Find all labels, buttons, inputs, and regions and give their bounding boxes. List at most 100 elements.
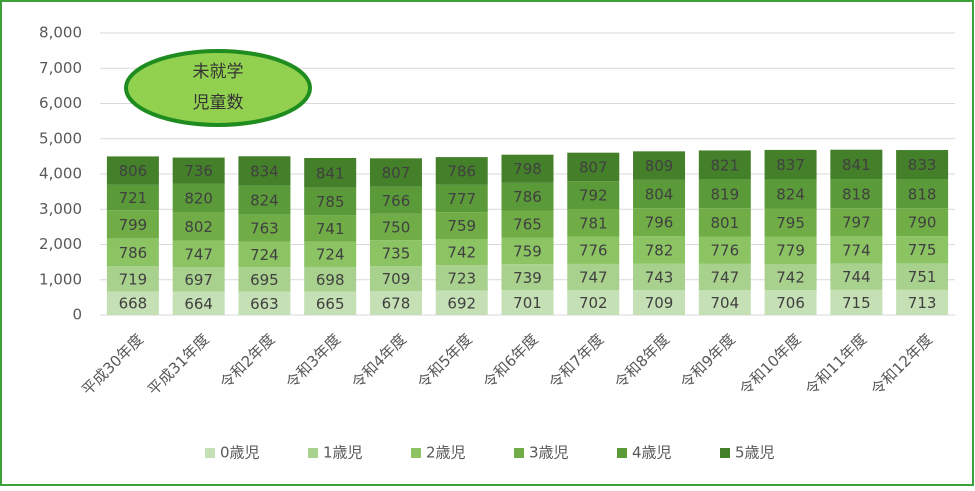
data-label: 663	[250, 295, 279, 313]
data-label: 704	[710, 294, 739, 312]
bar-segment	[304, 215, 357, 242]
data-label: 709	[382, 270, 411, 288]
bar-segment	[106, 266, 159, 292]
data-label: 713	[908, 294, 937, 312]
data-label: 799	[119, 216, 148, 234]
bar-segment	[896, 236, 949, 264]
bar-segment	[698, 179, 751, 209]
bar-segment	[567, 209, 620, 237]
data-label: 801	[710, 214, 739, 232]
y-tick-label: 6,000	[39, 94, 82, 112]
bar-segment	[567, 290, 620, 315]
data-label: 664	[184, 295, 213, 313]
bar-segment	[238, 214, 291, 242]
y-tick-label: 2,000	[39, 235, 82, 253]
data-label: 747	[184, 245, 213, 263]
bar-segment	[304, 291, 357, 315]
data-label: 807	[382, 164, 411, 182]
y-tick-label: 3,000	[39, 200, 82, 218]
data-label: 834	[250, 162, 279, 180]
data-label: 786	[513, 188, 542, 206]
data-label: 782	[645, 242, 674, 260]
bar-segment	[698, 263, 751, 291]
data-label: 841	[842, 156, 871, 174]
data-label: 781	[579, 214, 608, 232]
y-tick-label: 5,000	[39, 129, 82, 147]
bar-segment	[106, 210, 159, 239]
bar-segment	[764, 179, 817, 209]
bar-segment	[369, 240, 422, 267]
data-label: 724	[316, 246, 345, 264]
bar-segment	[567, 263, 620, 291]
bar-segment	[172, 157, 225, 184]
legend-label: 0歳児	[220, 444, 260, 462]
legend-swatch	[514, 448, 524, 458]
data-label: 797	[842, 214, 871, 232]
bar-segment	[106, 238, 159, 267]
bar-segment	[435, 265, 488, 291]
data-label: 706	[776, 294, 805, 312]
data-label: 724	[250, 246, 279, 264]
data-label: 766	[382, 192, 411, 210]
bar-segment	[106, 156, 159, 185]
annotation: 未就学	[193, 62, 244, 82]
data-label: 818	[908, 185, 937, 203]
annotation: 児童数	[193, 93, 244, 113]
bar-segment	[172, 291, 225, 315]
bar-segment	[501, 154, 554, 183]
y-tick-label: 8,000	[39, 24, 82, 42]
y-tick-label: 0	[72, 306, 82, 324]
data-label: 750	[382, 218, 411, 236]
data-label: 668	[119, 295, 148, 313]
bar-segment	[698, 236, 751, 264]
bar-segment	[172, 267, 225, 292]
data-label: 741	[316, 220, 345, 238]
data-label: 821	[710, 156, 739, 174]
data-label: 796	[645, 214, 674, 232]
bar-segment	[896, 179, 949, 209]
legend-swatch	[720, 448, 730, 458]
bar-segment	[567, 181, 620, 210]
bar-segment	[567, 152, 620, 182]
bar-segment	[304, 241, 357, 267]
bar-segment	[238, 291, 291, 315]
data-label: 824	[776, 185, 805, 203]
data-label: 692	[447, 294, 476, 312]
legend-swatch	[617, 448, 627, 458]
data-label: 785	[316, 193, 345, 211]
bar-segment	[633, 179, 686, 209]
legend-swatch	[205, 448, 215, 458]
legend-swatch	[411, 448, 421, 458]
data-label: 697	[184, 271, 213, 289]
data-label: 774	[842, 241, 871, 259]
bar-segment	[567, 236, 620, 264]
bar-segment	[304, 266, 357, 292]
data-label: 790	[908, 214, 937, 232]
bar-segment	[764, 208, 817, 237]
data-label: 739	[513, 269, 542, 287]
y-tick-label: 4,000	[39, 165, 82, 183]
data-label: 786	[447, 162, 476, 180]
data-label: 742	[447, 244, 476, 262]
bar-segment	[369, 266, 422, 292]
bar-segment	[238, 185, 291, 215]
bar-segment	[106, 291, 159, 315]
data-label: 702	[579, 294, 608, 312]
bar-segment	[896, 263, 949, 290]
bar-segment	[501, 182, 554, 211]
data-label: 775	[908, 241, 937, 259]
bar-segment	[764, 263, 817, 291]
data-label: 678	[382, 295, 411, 313]
data-label: 786	[119, 244, 148, 262]
data-label: 698	[316, 271, 345, 289]
bar-segment	[896, 208, 949, 237]
bar-segment	[369, 158, 422, 187]
bar-segment	[698, 290, 751, 315]
bar-segment	[304, 157, 357, 188]
data-label: 833	[908, 156, 937, 174]
bar-segment	[501, 237, 554, 265]
data-label: 792	[579, 187, 608, 205]
legend-swatch	[308, 448, 318, 458]
data-label: 736	[184, 162, 213, 180]
bar-segment	[369, 186, 422, 214]
